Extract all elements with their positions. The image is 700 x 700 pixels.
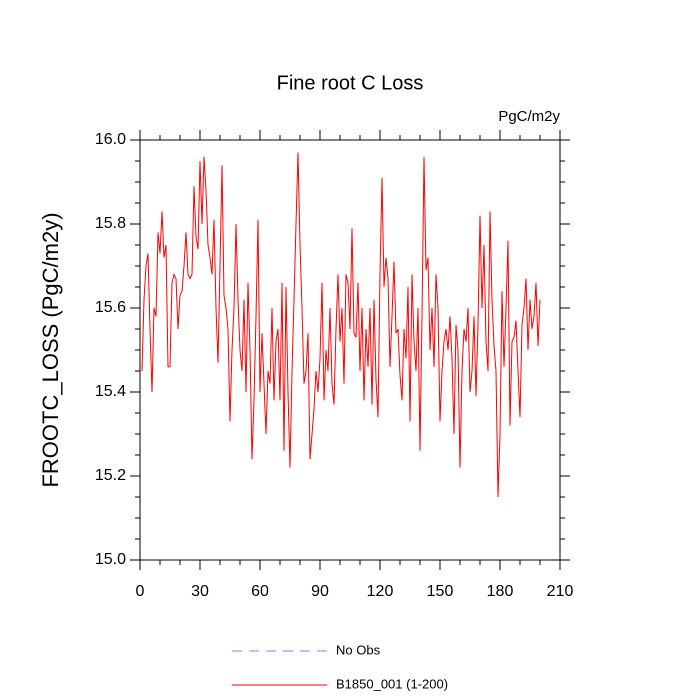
- chart-title: Fine root C Loss: [277, 72, 424, 94]
- units-label: PgC/m2y: [498, 108, 560, 125]
- x-tick-label: 0: [136, 583, 145, 600]
- data-line: [141, 152, 541, 498]
- x-tick-label: 210: [547, 583, 574, 600]
- y-tick-label: 15.8: [95, 215, 126, 232]
- y-tick-label: 16.0: [95, 131, 126, 148]
- x-tick-label: 180: [487, 583, 514, 600]
- y-axis-label: FROOTC_LOSS (PgC/m2y): [38, 212, 63, 487]
- x-tick-label: 120: [367, 583, 394, 600]
- x-tick-label: 90: [311, 583, 329, 600]
- y-tick-label: 15.2: [95, 467, 126, 484]
- x-tick-label: 150: [427, 583, 454, 600]
- legend-label: No Obs: [336, 642, 381, 657]
- y-tick-label: 15.4: [95, 383, 126, 400]
- x-tick-label: 30: [191, 583, 209, 600]
- y-tick-label: 15.6: [95, 299, 126, 316]
- y-tick-label: 15.0: [95, 551, 126, 568]
- legend-label: B1850_001 (1-200): [336, 676, 448, 691]
- x-tick-label: 60: [251, 583, 269, 600]
